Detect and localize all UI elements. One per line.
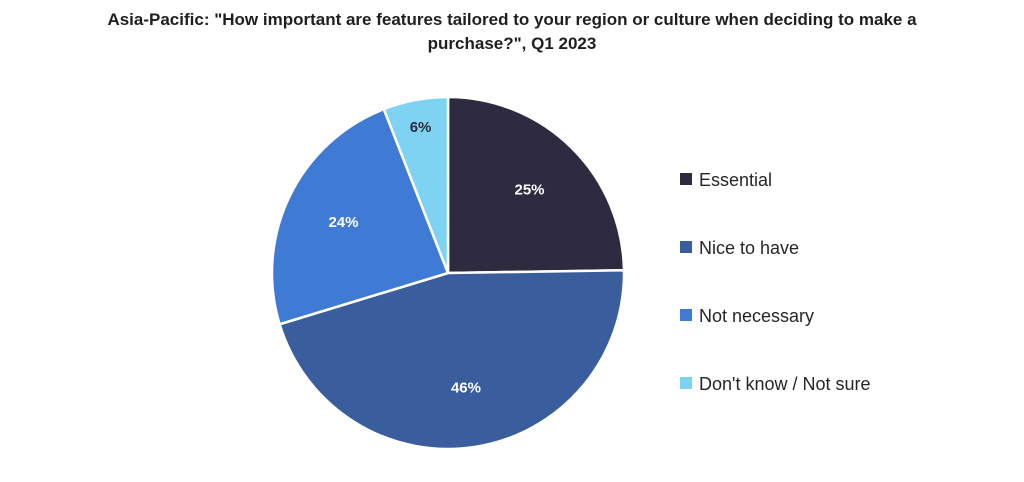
legend-swatch [680,241,692,253]
legend-item: Not necessary [680,304,814,328]
slice-value-label: 6% [410,119,432,136]
slice-value-label: 24% [328,214,358,231]
slice-value-label: 25% [514,182,544,199]
legend-item: Nice to have [680,236,799,260]
legend-swatch [680,377,692,389]
legend-item: Essential [680,168,772,192]
legend-item: Don't know / Not sure [680,372,871,396]
legend-label: Not necessary [699,306,815,326]
legend-swatch [680,309,692,321]
legend-label: Don't know / Not sure [699,374,871,394]
legend-label: Essential [699,170,773,190]
pie-slice-3 [382,95,450,275]
pie-slice-0 [446,95,626,275]
pie-slice-1 [278,269,626,451]
slice-value-label: 46% [451,379,481,396]
chart-title: Asia-Pacific: "How important are feature… [107,10,917,53]
legend-label: Nice to have [699,238,800,258]
legend-swatch [680,173,692,185]
